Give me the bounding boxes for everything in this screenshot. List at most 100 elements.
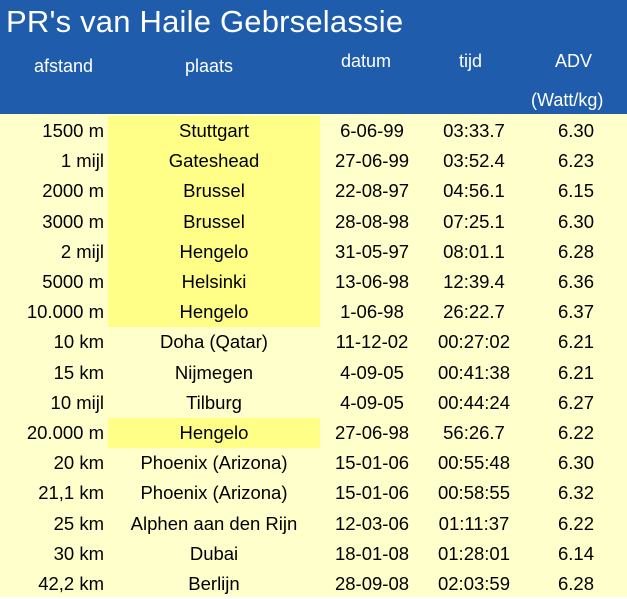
cell-distance: 2000 m [42, 180, 104, 202]
cell-place: Helsinki [108, 267, 320, 298]
column-header-place: plaats [185, 56, 234, 76]
cell-adv: 6.23 [557, 150, 594, 172]
cell-time: 00:27:02 [437, 331, 510, 353]
cell-date: 6-06-99 [340, 120, 404, 142]
table-row: 42,2 km Berlijn 28-09-08 02:03:59 6.28 [0, 569, 627, 599]
table-row: 30 km Dubai 18-01-08 01:28:01 6.14 [0, 539, 627, 569]
cell-time: 08:01.1 [443, 240, 505, 262]
cell-distance: 3000 m [42, 210, 104, 232]
cell-place: Dubai [189, 542, 239, 564]
cell-distance: 30 km [53, 542, 104, 564]
table-row: 21,1 km Phoenix (Arizona) 15-01-06 00:58:55… [0, 478, 627, 508]
cell-adv: 6.28 [557, 573, 594, 595]
cell-adv: 6.15 [557, 180, 594, 202]
table-header: PR's van Haile Gebrselassie afstand plaa… [0, 0, 627, 114]
cell-distance: 10 km [53, 331, 104, 353]
cell-place: Hengelo [108, 236, 320, 267]
cell-time: 03:33.7 [443, 120, 505, 142]
cell-place: Hengelo [108, 297, 320, 328]
cell-place: Doha (Qatar) [160, 331, 268, 353]
cell-adv: 6.21 [557, 361, 594, 383]
cell-date: 15-01-06 [334, 482, 410, 504]
cell-adv: 6.36 [557, 271, 594, 293]
cell-place: Stuttgart [108, 116, 320, 147]
cell-distance: 15 km [53, 361, 104, 383]
cell-adv: 6.27 [557, 391, 594, 413]
cell-adv: 6.32 [557, 482, 594, 504]
cell-place: Hengelo [108, 418, 320, 449]
cell-date: 1-06-98 [340, 301, 404, 323]
cell-date: 31-05-97 [334, 240, 410, 262]
column-header-adv-unit: (Watt/kg) [531, 90, 604, 110]
cell-adv: 6.30 [557, 452, 594, 474]
cell-time: 26:22.7 [443, 301, 505, 323]
cell-time: 00:58:55 [437, 482, 510, 504]
cell-time: 00:44:24 [437, 391, 510, 413]
cell-time: 12:39.4 [443, 271, 505, 293]
table-row: 10.000 m Hengelo 1-06-98 26:22.7 6.37 [0, 297, 627, 328]
table-row: 5000 m Helsinki 13-06-98 12:39.4 6.36 [0, 267, 627, 298]
table-row: 25 km Alphen aan den Rijn 12-03-06 01:11:37… [0, 509, 627, 539]
cell-adv: 6.28 [557, 240, 594, 262]
cell-distance: 42,2 km [38, 573, 104, 595]
cell-date: 28-09-08 [334, 573, 410, 595]
cell-distance: 1 mijl [60, 150, 104, 172]
cell-distance: 10.000 m [26, 301, 104, 323]
table-row: 1 mijl Gateshead 27-06-99 03:52.4 6.23 [0, 146, 627, 177]
cell-date: 4-09-05 [340, 391, 404, 413]
cell-date: 18-01-08 [334, 542, 410, 564]
cell-place: Phoenix (Arizona) [140, 452, 288, 474]
table-title: PR's van Haile Gebrselassie [6, 4, 404, 39]
cell-distance: 20.000 m [26, 422, 104, 444]
cell-distance: 2 mijl [60, 240, 104, 262]
cell-place: Tilburg [186, 391, 242, 413]
cell-time: 01:11:37 [438, 512, 510, 534]
cell-place: Brussel [108, 206, 320, 237]
cell-place: Brussel [108, 176, 320, 207]
cell-adv: 6.14 [557, 542, 594, 564]
cell-adv: 6.21 [557, 331, 594, 353]
cell-distance: 25 km [53, 512, 104, 534]
cell-distance: 5000 m [42, 271, 104, 293]
cell-time: 00:41:38 [437, 361, 510, 383]
table-row: 15 km Nijmegen 4-09-05 00:41:38 6.21 [0, 358, 627, 388]
table-row: 2000 m Brussel 22-08-97 04:56.1 6.15 [0, 176, 627, 207]
cell-place: Berlijn [188, 573, 240, 595]
cell-time: 07:25.1 [443, 210, 505, 232]
cell-date: 13-06-98 [334, 271, 410, 293]
cell-time: 03:52.4 [443, 150, 505, 172]
cell-adv: 6.22 [557, 512, 594, 534]
table-row: 20 km Phoenix (Arizona) 15-01-06 00:55:48 6.… [0, 448, 627, 478]
cell-time: 56:26.7 [443, 422, 505, 444]
column-header-date: datum [341, 51, 392, 71]
cell-date: 4-09-05 [340, 361, 404, 383]
cell-distance: 21,1 km [38, 482, 104, 504]
cell-date: 27-06-99 [334, 150, 410, 172]
cell-place: Phoenix (Arizona) [140, 482, 288, 504]
cell-date: 28-08-98 [334, 210, 410, 232]
cell-adv: 6.30 [557, 120, 594, 142]
cell-time: 01:28:01 [437, 542, 510, 564]
table-row: 10 km Doha (Qatar) 11-12-02 00:27:02 6.21 [0, 327, 627, 357]
cell-date: 27-06-98 [334, 422, 410, 444]
cell-date: 15-01-06 [334, 452, 410, 474]
cell-distance: 10 mijl [50, 391, 104, 413]
cell-date: 12-03-06 [334, 512, 410, 534]
cell-date: 22-08-97 [334, 180, 410, 202]
column-header-distance: afstand [34, 56, 94, 76]
cell-distance: 20 km [53, 452, 104, 474]
cell-distance: 1500 m [42, 120, 104, 142]
cell-time: 00:55:48 [437, 452, 510, 474]
cell-place: Gateshead [108, 146, 320, 177]
cell-adv: 6.30 [557, 210, 594, 232]
table-row: 2 mijl Hengelo 31-05-97 08:01.1 6.28 [0, 236, 627, 267]
cell-place: Alphen aan den Rijn [130, 512, 298, 534]
table-row: 3000 m Brussel 28-08-98 07:25.1 6.30 [0, 206, 627, 237]
cell-time: 02:03:59 [437, 573, 510, 595]
cell-adv: 6.22 [557, 422, 594, 444]
cell-time: 04:56.1 [443, 180, 505, 202]
cell-place: Nijmegen [174, 361, 254, 383]
table-row: 10 mijl Tilburg 4-09-05 00:44:24 6.27 [0, 388, 627, 418]
table-row: 1500 m Stuttgart 6-06-99 03:33.7 6.30 [0, 116, 627, 147]
